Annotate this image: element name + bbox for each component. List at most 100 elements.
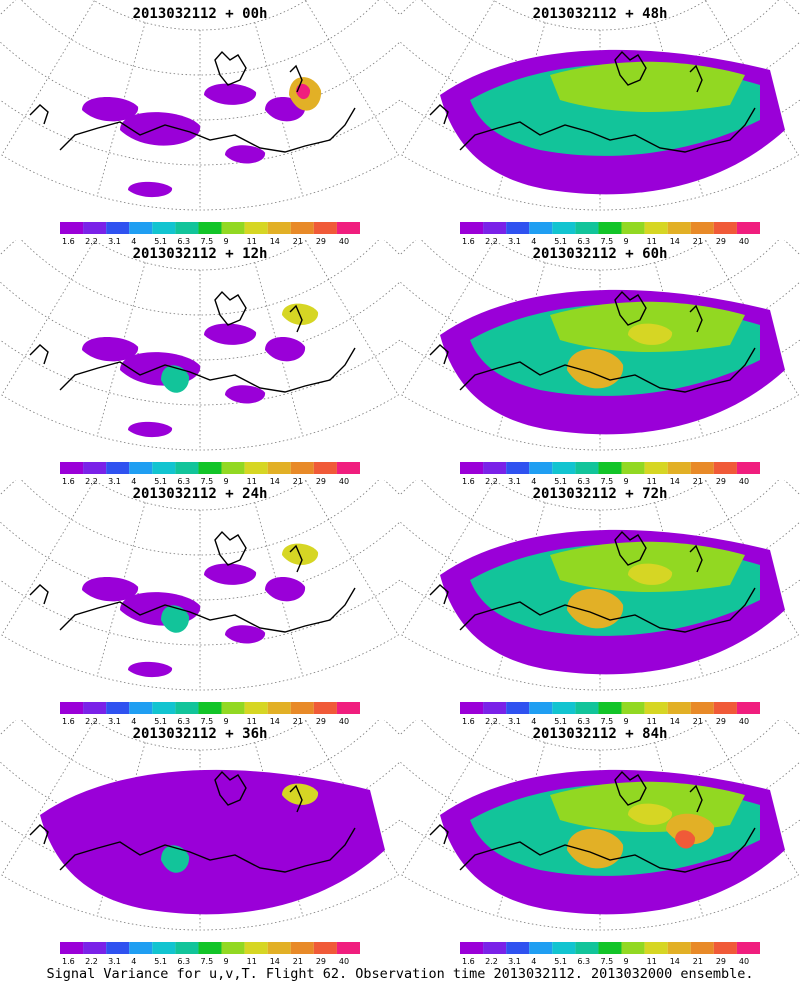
colorbar-swatch (290, 702, 314, 714)
coastlines (429, 530, 756, 633)
colorbar: 1.6 2.2 3.1 4 5.1 6.3 7.5 9 11 14 21 29 40 (60, 702, 360, 726)
colorbar-label: 4 (531, 717, 536, 726)
colorbar-swatch (106, 462, 130, 474)
colorbar-label: 1.6 (462, 957, 475, 966)
colorbar-label: 9 (624, 237, 629, 246)
colorbar-label: 40 (339, 477, 349, 486)
colorbar-label: 40 (339, 237, 349, 246)
projection-map (400, 720, 800, 931)
colorbar-swatch (690, 222, 714, 234)
colorbar-label: 1.6 (62, 237, 75, 246)
colorbar-label: 7.5 (200, 957, 213, 966)
graticule (400, 480, 800, 691)
colorbar-swatch (267, 222, 291, 234)
colorbar-swatch (644, 462, 668, 474)
variance-field (440, 769, 785, 915)
colorbar-swatch (667, 702, 691, 714)
colorbar-swatch (529, 702, 553, 714)
colorbar-swatch (529, 222, 553, 234)
colorbar-swatch (460, 462, 484, 474)
colorbar-label: 7.5 (200, 477, 213, 486)
graticule (400, 240, 800, 451)
colorbar-label: 3.1 (108, 477, 121, 486)
coastlines (429, 770, 756, 873)
colorbar-label: 5.1 (554, 957, 567, 966)
colorbar-swatch (552, 702, 576, 714)
panel-title: 2013032112 + 12h (132, 246, 268, 262)
colorbar-swatch (60, 942, 84, 954)
colorbar-label: 7.5 (600, 717, 613, 726)
colorbar-label: 4 (531, 477, 536, 486)
colorbar-label: 3.1 (508, 477, 521, 486)
colorbar-label: 3.1 (508, 237, 521, 246)
colorbar-swatch (267, 942, 291, 954)
colorbar-swatch (290, 462, 314, 474)
colorbar-swatch (736, 222, 760, 234)
colorbar-label: 2.2 (485, 237, 498, 246)
colorbar-swatch (106, 222, 130, 234)
colorbar-label: 4 (531, 957, 536, 966)
colorbar-swatch (198, 942, 222, 954)
colorbar-label: 1.6 (62, 717, 75, 726)
coastlines (29, 50, 356, 153)
colorbar-label: 2.2 (485, 477, 498, 486)
colorbar-swatch (152, 942, 176, 954)
panel-title: 2013032112 + 60h (532, 246, 668, 262)
colorbar-label: 21 (693, 717, 703, 726)
colorbar-label: 5.1 (154, 957, 167, 966)
colorbar-label: 21 (693, 477, 703, 486)
colorbar-swatch (667, 222, 691, 234)
colorbar-label: 29 (716, 477, 726, 486)
colorbar-label: 11 (647, 957, 657, 966)
colorbar-swatch (621, 702, 645, 714)
colorbar-label: 2.2 (85, 717, 98, 726)
colorbar-swatch (460, 942, 484, 954)
colorbar-label: 7.5 (600, 957, 613, 966)
colorbar-swatch (290, 942, 314, 954)
colorbar-label: 9 (624, 957, 629, 966)
colorbar-label: 9 (224, 237, 229, 246)
colorbar-swatch (552, 942, 576, 954)
colorbar-swatch (313, 942, 337, 954)
colorbar-label: 6.3 (177, 237, 190, 246)
colorbar-swatch (83, 462, 107, 474)
colorbar-label: 7.5 (600, 237, 613, 246)
variance-field (440, 289, 785, 435)
map-panel-3: 2013032112 + 12h 1.6 2.2 3.1 4 5.1 6.3 7.5 9 11 14… (0, 240, 400, 486)
colorbar-swatch (667, 942, 691, 954)
graticule (0, 0, 400, 211)
projection-map (0, 240, 400, 451)
colorbar-label: 6.3 (577, 477, 590, 486)
colorbar-label: 11 (247, 477, 257, 486)
colorbar-swatch (83, 942, 107, 954)
colorbar-label: 3.1 (508, 717, 521, 726)
colorbar-swatch (575, 222, 599, 234)
colorbar-label: 6.3 (177, 477, 190, 486)
colorbar-swatch (529, 462, 553, 474)
colorbar-swatch (736, 942, 760, 954)
coastlines (29, 530, 356, 633)
colorbar-label: 40 (739, 477, 749, 486)
colorbar-label: 4 (131, 717, 136, 726)
colorbar-swatch (244, 702, 268, 714)
colorbar-swatch (506, 222, 530, 234)
colorbar-label: 7.5 (200, 717, 213, 726)
colorbar-swatch (198, 702, 222, 714)
colorbar-swatch (598, 462, 622, 474)
colorbar-label: 14 (270, 957, 280, 966)
colorbar-label: 6.3 (177, 957, 190, 966)
colorbar-label: 21 (293, 717, 303, 726)
colorbar-swatch (83, 222, 107, 234)
colorbar-label: 5.1 (154, 477, 167, 486)
colorbar-label: 1.6 (62, 957, 75, 966)
colorbar-label: 29 (316, 237, 326, 246)
colorbar-label: 6.3 (577, 717, 590, 726)
colorbar-swatch (460, 222, 484, 234)
colorbar: 1.6 2.2 3.1 4 5.1 6.3 7.5 9 11 14 21 29 40 (460, 942, 760, 966)
colorbar-label: 29 (716, 237, 726, 246)
map-panel-7: 2013032112 + 36h 1.6 2.2 3.1 4 5.1 6.3 7.5 9 11 14… (0, 720, 400, 966)
coastlines (29, 770, 356, 873)
colorbar-swatch (483, 222, 507, 234)
colorbar-swatch (267, 702, 291, 714)
colorbar-swatch (106, 702, 130, 714)
